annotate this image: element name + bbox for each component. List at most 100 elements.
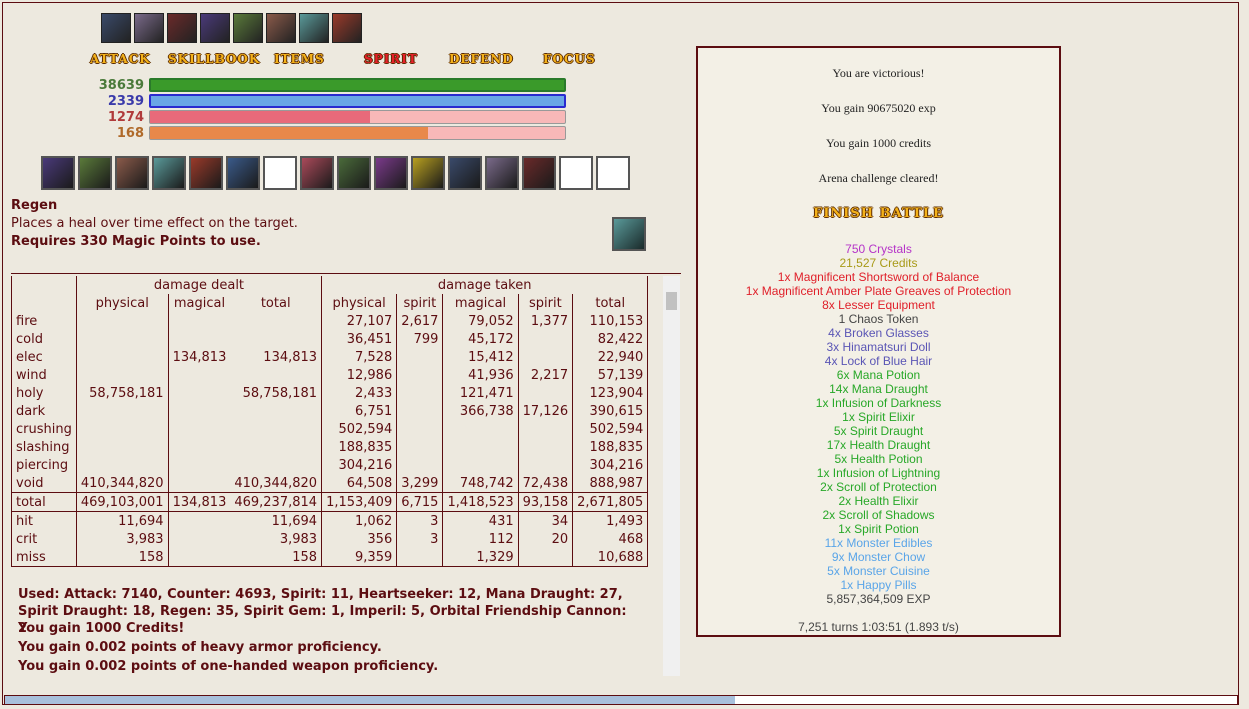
drop-item: 1x Infusion of Darkness bbox=[815, 396, 942, 410]
table-cell: 58,758,181 bbox=[242, 385, 318, 401]
table-cell: 12,986 bbox=[321, 366, 397, 384]
menu-button[interactable]: ATTACK bbox=[90, 52, 151, 66]
table-cell: 3 bbox=[396, 530, 443, 548]
quickbar-skill[interactable] bbox=[152, 156, 186, 190]
drop-item: 5x Monster Cuisine bbox=[827, 564, 930, 578]
table-cell: 888,987 bbox=[572, 474, 648, 493]
table-cell bbox=[75, 438, 169, 456]
table-cell bbox=[167, 312, 231, 330]
drop-item: 4x Broken Glasses bbox=[828, 326, 929, 340]
drop-item: 1x Infusion of Lightning bbox=[816, 466, 941, 480]
drop-item: 5,857,364,509 EXP bbox=[826, 592, 931, 606]
table-cell bbox=[75, 456, 169, 474]
table-row: wind 12,986 41,936 2,217 57,139 bbox=[12, 366, 648, 384]
table-row: dark 6,751 366,738 17,126 390,615 bbox=[12, 402, 648, 420]
finish-button[interactable]: FINISH BATTLE bbox=[813, 206, 944, 221]
scroll-thumb[interactable] bbox=[666, 292, 677, 310]
menu-button[interactable]: FOCUS bbox=[543, 52, 596, 66]
table-row: hit 11,694 11,694 1,062 3 431 34 1,493 bbox=[11, 511, 648, 530]
table-cell bbox=[442, 438, 519, 456]
table-cell: 502,594 bbox=[321, 420, 397, 438]
empty-slot[interactable] bbox=[596, 156, 630, 190]
empty-slot[interactable] bbox=[263, 156, 297, 190]
row-label: hit bbox=[11, 511, 77, 530]
menu-button[interactable]: SPIRIT bbox=[364, 52, 418, 66]
table-cell: 1,329 bbox=[442, 548, 519, 567]
table-cell bbox=[396, 438, 443, 456]
table-cell: 6,715 bbox=[396, 492, 443, 512]
result-message: You gain 90675020 exp bbox=[821, 101, 936, 115]
table-row: miss 158 158 9,359 1,329 10,688 bbox=[12, 548, 648, 567]
table-cell bbox=[230, 312, 321, 330]
skill-icon[interactable] bbox=[612, 217, 646, 251]
drop-item: 2x Health Elixir bbox=[838, 494, 919, 508]
quickbar-skill[interactable] bbox=[41, 156, 75, 190]
empty-slot[interactable] bbox=[559, 156, 593, 190]
scrollbar[interactable] bbox=[663, 276, 680, 676]
table-cell: 468 bbox=[572, 530, 648, 548]
table-cell: 304,216 bbox=[572, 456, 648, 474]
table-cell: 2,433 bbox=[321, 384, 397, 402]
quickbar-skill[interactable] bbox=[485, 156, 519, 190]
group-header: damage taken bbox=[321, 276, 648, 294]
table-cell bbox=[167, 530, 231, 548]
quickbar-skill[interactable] bbox=[448, 156, 482, 190]
quickbar-skill[interactable] bbox=[374, 156, 408, 190]
table-cell bbox=[167, 330, 231, 348]
table-cell bbox=[167, 548, 231, 567]
column-header: total bbox=[572, 294, 648, 312]
table-corner bbox=[12, 294, 77, 312]
row-label: total bbox=[11, 492, 77, 512]
party-icon bbox=[167, 13, 197, 43]
row-label: miss bbox=[16, 549, 46, 565]
table-cell: 112 bbox=[442, 530, 519, 548]
table-cell: 82,422 bbox=[572, 330, 648, 348]
quickbar-skill[interactable] bbox=[300, 156, 334, 190]
quickbar-skill[interactable] bbox=[522, 156, 556, 190]
quickbar-skill[interactable] bbox=[411, 156, 445, 190]
drop-item: 14x Mana Draught bbox=[829, 382, 928, 396]
party-icon bbox=[134, 13, 164, 43]
drop-item: 9x Monster Chow bbox=[831, 550, 926, 564]
row-label: void bbox=[16, 475, 44, 491]
table-cell: 431 bbox=[442, 511, 519, 530]
drop-list: 750 Crystals 21,527 Credits 1x Magnificent… bbox=[698, 242, 1059, 606]
drop-item: 5x Spirit Draught bbox=[833, 424, 924, 438]
table-cell: 3,983 bbox=[75, 530, 169, 548]
menu-button[interactable]: DEFEND bbox=[449, 52, 514, 66]
result-panel: You are victorious! You gain 90675020 exp… bbox=[696, 46, 1061, 637]
quickbar-skill[interactable] bbox=[226, 156, 260, 190]
table-cell bbox=[396, 366, 443, 384]
table-row: holy 58,758,181 58,758,181 2,433 121,471 123,… bbox=[12, 384, 648, 402]
table-cell bbox=[167, 456, 231, 474]
quickbar-skill[interactable] bbox=[189, 156, 223, 190]
table-row: elec 134,813 134,813 7,528 15,412 22,940 bbox=[12, 348, 648, 366]
party-icon bbox=[266, 13, 296, 43]
vital-fill bbox=[151, 96, 564, 106]
quickbar-skill[interactable] bbox=[337, 156, 371, 190]
row-label: slashing bbox=[16, 439, 70, 455]
vital-fill bbox=[150, 111, 370, 123]
table-cell bbox=[517, 420, 573, 438]
menu-button[interactable]: ITEMS bbox=[274, 52, 325, 66]
table-cell: 58,758,181 bbox=[75, 384, 169, 402]
table-cell bbox=[167, 420, 231, 438]
drop-item: 3x Hinamatsuri Doll bbox=[826, 340, 931, 354]
drop-item: 8x Lesser Equipment bbox=[822, 298, 935, 312]
table-cell: 748,742 bbox=[442, 474, 519, 493]
table-cell: 1,493 bbox=[572, 511, 648, 530]
quickbar-skill[interactable] bbox=[78, 156, 112, 190]
table-corner bbox=[12, 276, 77, 294]
table-cell bbox=[167, 402, 231, 420]
table-cell: 188,835 bbox=[321, 438, 397, 456]
table-cell: 64,508 bbox=[321, 474, 397, 493]
row-label: dark bbox=[16, 403, 46, 419]
drop-item: 4x Lock of Blue Hair bbox=[824, 354, 933, 368]
log-line: You gain 0.002 points of one-handed weap… bbox=[18, 659, 439, 674]
menu-button[interactable]: SKILLBOOK bbox=[168, 52, 261, 66]
quickbar-skill[interactable] bbox=[115, 156, 149, 190]
table-row: fire 27,107 2,617 79,052 1,377 110,153 bbox=[12, 312, 648, 330]
drop-item: 21,527 Credits bbox=[839, 256, 918, 270]
table-cell: 1,377 bbox=[517, 312, 573, 330]
